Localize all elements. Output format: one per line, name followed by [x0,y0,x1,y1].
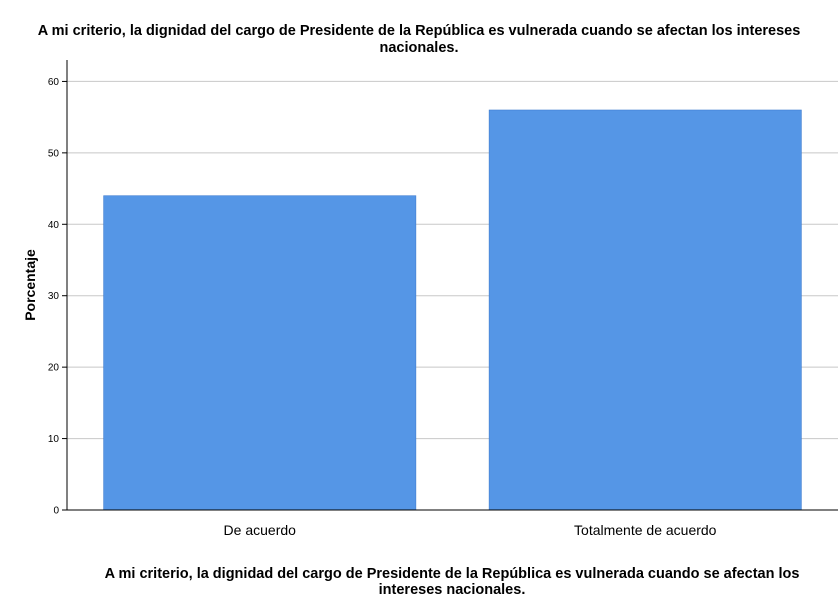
y-tick-label: 60 [48,77,60,88]
x-category-labels: De acuerdo Totalmente de acuerdo [224,522,717,538]
bars [103,109,802,511]
bar [103,195,417,511]
y-tick-label: 0 [53,506,59,517]
x-axis-label-line-2: intereses nacionales. [379,582,526,598]
y-tick-label: 10 [48,434,60,445]
x-axis-label-line-1: A mi criterio, la dignidad del cargo de … [105,566,800,582]
y-axis-label: Porcentaje [22,249,38,321]
x-category-label: Totalmente de acuerdo [574,522,717,538]
chart-title-line-2: nacionales. [380,40,459,56]
bar [488,109,802,511]
y-tick-label: 40 [48,220,60,231]
x-category-label: De acuerdo [224,522,297,538]
y-tick-label: 30 [48,291,60,302]
axes [62,60,838,511]
y-tick-labels: 0 10 20 30 40 50 60 [48,77,60,517]
y-tick-label: 50 [48,148,60,159]
y-tick-label: 20 [48,363,60,374]
chart-title-line-1: A mi criterio, la dignidad del cargo de … [38,23,801,39]
